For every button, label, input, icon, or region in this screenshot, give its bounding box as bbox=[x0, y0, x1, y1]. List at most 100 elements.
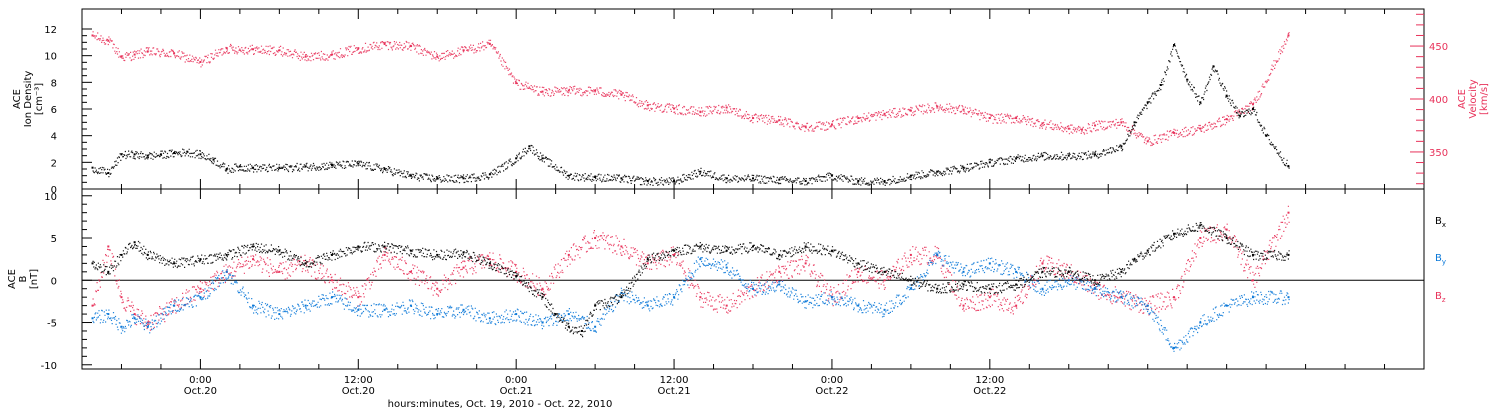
bx-point bbox=[252, 245, 255, 248]
bx-point bbox=[1225, 237, 1228, 240]
by-point bbox=[488, 317, 491, 320]
velocity-point bbox=[830, 123, 833, 126]
density-point bbox=[1120, 145, 1123, 148]
bx-point bbox=[830, 249, 833, 252]
by-point bbox=[133, 317, 136, 320]
density-point bbox=[778, 178, 781, 181]
time-tick-label: 0:00 bbox=[189, 375, 211, 386]
velocity-point bbox=[278, 49, 281, 52]
density-point bbox=[1041, 154, 1044, 157]
date-tick-label: Oct.22 bbox=[973, 386, 1006, 397]
density-point bbox=[541, 157, 544, 160]
velocity-point bbox=[594, 89, 597, 92]
bfield-tick-label: 0 bbox=[51, 276, 57, 287]
legend-bx: Bx bbox=[1435, 216, 1446, 229]
bz-point bbox=[725, 304, 728, 307]
density-point bbox=[212, 158, 215, 161]
bz-point bbox=[1199, 237, 1202, 240]
by-point bbox=[1287, 296, 1290, 299]
velocity-point bbox=[107, 39, 110, 42]
bx-point bbox=[1287, 253, 1290, 256]
bx-point bbox=[620, 296, 623, 299]
bx-point bbox=[278, 249, 281, 252]
by-point bbox=[252, 304, 255, 307]
by-point bbox=[962, 270, 965, 273]
by-point bbox=[91, 317, 94, 320]
plasma-panel: 0 2 4 6 8 10 12 350 400 450 ACEIon Density[cm⁻³] AC… bbox=[12, 8, 1490, 196]
time-tick-label: 12:00 bbox=[344, 375, 373, 386]
bz-point bbox=[646, 262, 649, 265]
plasma-frame bbox=[81, 8, 1425, 190]
density-point bbox=[146, 154, 149, 157]
bz-point bbox=[436, 287, 439, 290]
bfield-tick-label: 5 bbox=[51, 234, 57, 245]
bx-point bbox=[936, 287, 939, 290]
by-point bbox=[567, 313, 570, 316]
density-tick-label: 2 bbox=[51, 158, 57, 169]
bx-point bbox=[541, 296, 544, 299]
by-point bbox=[804, 300, 807, 303]
bx-point bbox=[330, 253, 333, 256]
by-point bbox=[673, 296, 676, 299]
density-point bbox=[752, 177, 754, 180]
density-point bbox=[357, 162, 360, 165]
density-point bbox=[1186, 78, 1189, 81]
bx-point bbox=[1173, 232, 1176, 235]
by-point bbox=[436, 313, 439, 316]
bfield-tick-label: -10 bbox=[41, 361, 57, 372]
velocity-point bbox=[1015, 117, 1018, 120]
density-point bbox=[857, 180, 860, 182]
velocity-point bbox=[699, 110, 702, 113]
velocity-point bbox=[962, 108, 965, 111]
by-point bbox=[330, 296, 333, 299]
bx-point bbox=[146, 253, 149, 256]
by-point bbox=[936, 253, 939, 256]
bz-point bbox=[488, 258, 491, 261]
bx-scatter bbox=[92, 222, 1290, 338]
velocity-point bbox=[146, 50, 149, 53]
bx-point bbox=[133, 241, 136, 244]
bz-point bbox=[199, 287, 202, 290]
density-point bbox=[883, 180, 886, 182]
bx-point bbox=[383, 245, 386, 248]
velocity-point bbox=[1199, 127, 1202, 130]
bz-point bbox=[357, 296, 360, 299]
velocity-point bbox=[1225, 118, 1228, 121]
by-point bbox=[462, 308, 465, 311]
bz-point bbox=[541, 287, 544, 290]
bz-point bbox=[278, 270, 281, 273]
density-point bbox=[238, 165, 241, 168]
velocity-point bbox=[857, 117, 860, 120]
velocity-point bbox=[567, 89, 570, 92]
density-point bbox=[1225, 94, 1228, 97]
bx-point bbox=[725, 249, 728, 252]
density-point bbox=[1133, 121, 1136, 124]
by-point bbox=[120, 325, 123, 328]
by-point bbox=[594, 325, 597, 328]
by-point bbox=[304, 304, 307, 307]
by-scatter bbox=[92, 250, 1290, 352]
bx-point bbox=[699, 245, 702, 248]
velocity-point bbox=[1251, 103, 1254, 106]
velocity-tick-label: 350 bbox=[1429, 148, 1448, 159]
velocity-point bbox=[515, 82, 518, 85]
by-point bbox=[699, 258, 702, 261]
density-point bbox=[409, 174, 412, 177]
velocity-point bbox=[620, 93, 623, 96]
by-point bbox=[199, 296, 202, 299]
bx-point bbox=[909, 279, 912, 282]
velocity-tick-label: 450 bbox=[1429, 42, 1448, 53]
bz-point bbox=[146, 321, 149, 324]
density-point bbox=[252, 166, 255, 169]
density-point bbox=[330, 164, 333, 166]
velocity-point bbox=[1041, 122, 1044, 125]
density-point bbox=[1015, 157, 1018, 160]
density-axis-title: ACEIon Density[cm⁻³] bbox=[12, 71, 45, 128]
time-tick-label: 12:00 bbox=[975, 375, 1004, 386]
by-point bbox=[1120, 296, 1123, 299]
by-point bbox=[1067, 279, 1070, 282]
density-point bbox=[199, 153, 202, 156]
time-tick-label: 12:00 bbox=[660, 375, 689, 386]
by-point bbox=[725, 266, 728, 269]
